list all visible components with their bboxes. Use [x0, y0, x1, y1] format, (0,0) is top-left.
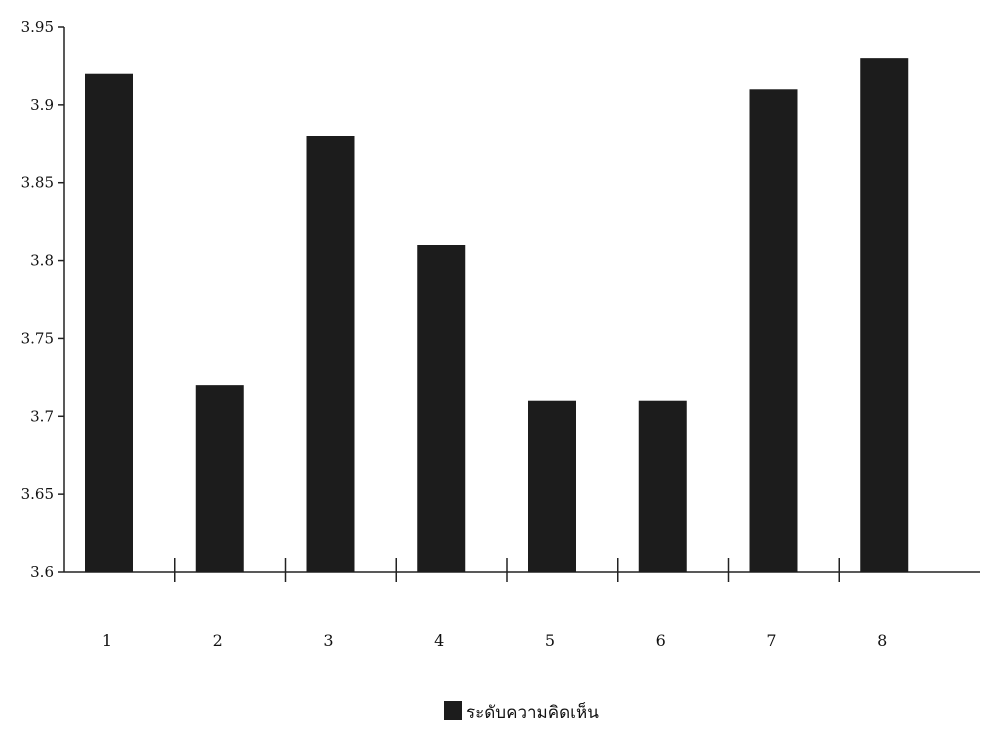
y-tick-label: 3.8 — [30, 252, 54, 270]
x-tick-label: 3 — [323, 631, 333, 650]
legend-label: ระดับความคิดเห็น — [466, 701, 599, 723]
y-tick-label: 3.9 — [30, 96, 54, 114]
y-tick-label: 3.6 — [30, 563, 54, 581]
y-tick-label: 3.75 — [21, 329, 54, 347]
legend-swatch — [444, 701, 462, 720]
bar-series — [85, 58, 909, 573]
y-tick-label: 3.95 — [21, 18, 54, 36]
bar — [85, 73, 133, 572]
x-tick-label: 5 — [545, 631, 555, 650]
bar — [638, 400, 687, 572]
y-tick-label: 3.7 — [30, 407, 54, 425]
x-tick-label: 4 — [434, 631, 444, 650]
x-tick-label: 6 — [656, 631, 666, 650]
y-tick-label: 3.65 — [21, 485, 54, 503]
bar — [528, 400, 576, 572]
bar — [860, 58, 909, 572]
x-tick-label: 2 — [213, 631, 223, 650]
bar — [417, 245, 466, 572]
y-tick-label: 3.85 — [21, 174, 54, 192]
x-axis-tick-labels: 1 2 3 4 5 6 7 8 — [102, 631, 887, 650]
bar — [749, 89, 798, 573]
bar — [195, 385, 244, 572]
y-axis-ticks: 3.6 3.65 3.7 3.75 3.8 3.85 3.9 3.95 — [21, 18, 64, 581]
x-axis-ticks — [174, 558, 840, 582]
x-tick-label: 1 — [102, 631, 112, 650]
x-tick-label: 8 — [877, 631, 887, 650]
x-tick-label: 7 — [766, 631, 776, 650]
bar — [306, 136, 355, 572]
legend: ระดับความคิดเห็น — [444, 701, 599, 723]
